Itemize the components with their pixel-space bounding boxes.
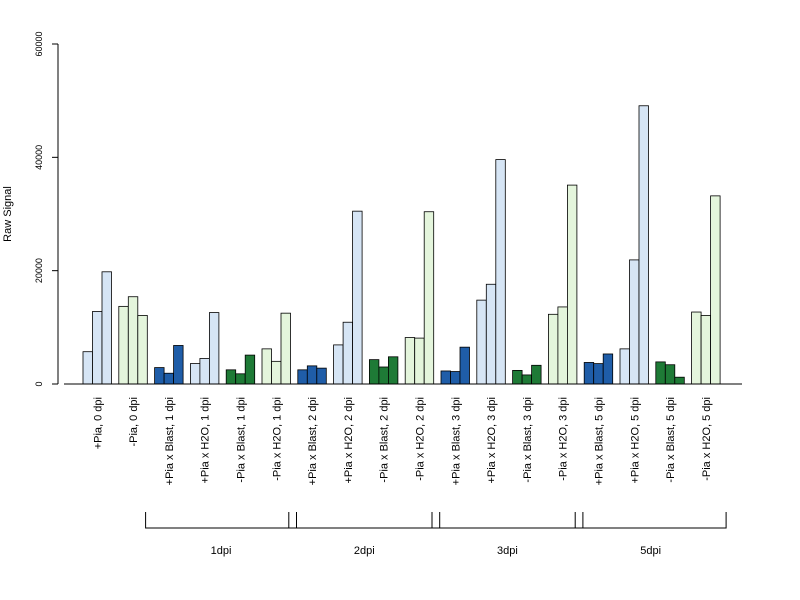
bar — [173, 345, 184, 385]
group-label: 2dpi — [354, 545, 375, 557]
category-labels: +Pia, 0 dpi -Pia, 0 dpi +Pia x Blast, 1 dp… — [92, 397, 713, 485]
category-label: -Pia x H2O, 5 dpi — [701, 397, 713, 481]
bar — [691, 311, 702, 385]
category-label: +Pia x H2O, 2 dpi — [343, 397, 355, 484]
category-label: +Pia x H2O, 1 dpi — [200, 397, 212, 484]
bar — [280, 312, 291, 385]
bar — [352, 210, 363, 385]
bar — [261, 348, 272, 385]
bar — [557, 306, 568, 385]
bar — [710, 195, 721, 385]
category-label: +Pia x Blast, 2 dpi — [307, 397, 319, 485]
group-label: 1dpi — [211, 545, 232, 557]
category-label: -Pia x H2O, 2 dpi — [414, 397, 426, 481]
bar — [459, 346, 470, 385]
bar — [521, 374, 532, 385]
bar — [199, 358, 210, 385]
bar — [450, 371, 461, 385]
bar — [700, 315, 711, 385]
bar — [225, 369, 237, 385]
bar — [189, 363, 201, 385]
bar — [583, 362, 595, 385]
bar — [101, 271, 112, 385]
bar — [316, 367, 327, 385]
bar — [333, 344, 344, 385]
bar — [342, 321, 354, 385]
bar — [387, 356, 399, 385]
bar — [137, 315, 148, 385]
y-tick-label: 20000 — [34, 258, 44, 283]
bar — [92, 311, 103, 385]
category-label: +Pia x H2O, 3 dpi — [486, 397, 498, 484]
category-label: -Pia x Blast, 5 dpi — [665, 397, 677, 483]
bar — [208, 312, 220, 385]
category-label: +Pia x Blast, 1 dpi — [164, 397, 176, 485]
bar — [271, 360, 282, 385]
bar — [368, 359, 380, 385]
bar — [440, 370, 451, 385]
group-bracket — [288, 512, 441, 529]
category-label: -Pia, 0 dpi — [128, 397, 140, 447]
bar — [655, 361, 666, 385]
bar — [404, 337, 416, 385]
y-axis: 0 20000 40000 60000 — [34, 31, 59, 387]
category-label: -Pia x H2O, 1 dpi — [271, 397, 283, 481]
bar — [664, 364, 676, 385]
bar — [163, 372, 175, 385]
bar — [82, 351, 93, 385]
category-label: -Pia x Blast, 2 dpi — [379, 397, 391, 483]
bar — [674, 376, 685, 385]
bar — [476, 299, 487, 385]
category-label: -Pia x Blast, 1 dpi — [235, 397, 247, 483]
group-brackets: 1dpi 2dpi 3dpi 5dpi — [145, 512, 727, 557]
group-bracket — [574, 512, 727, 529]
category-label: +Pia, 0 dpi — [92, 397, 104, 449]
bar — [567, 184, 578, 385]
bar — [638, 105, 649, 385]
bar — [423, 211, 435, 385]
y-tick-label: 40000 — [34, 145, 44, 170]
bar — [154, 367, 165, 385]
bar — [127, 296, 139, 385]
bars — [82, 105, 721, 385]
y-tick-label: 60000 — [34, 31, 44, 56]
bar — [548, 313, 559, 385]
bar — [118, 305, 129, 385]
group-bracket — [431, 512, 584, 529]
y-tick-label: 0 — [34, 381, 44, 386]
bar — [414, 337, 425, 385]
group-bracket — [145, 512, 297, 529]
bar — [593, 363, 604, 385]
bar — [235, 373, 246, 385]
bar — [531, 364, 542, 385]
bar — [629, 259, 640, 385]
bar — [602, 353, 614, 385]
category-label: +Pia x Blast, 3 dpi — [450, 397, 462, 485]
group-label: 3dpi — [497, 545, 518, 557]
bar — [297, 369, 308, 385]
category-label: +Pia x H2O, 5 dpi — [629, 397, 641, 484]
bar — [485, 283, 497, 385]
category-label: -Pia x Blast, 3 dpi — [522, 397, 534, 483]
bar — [244, 354, 256, 385]
bar — [495, 159, 506, 385]
bar — [378, 366, 389, 385]
group-label: 5dpi — [640, 545, 661, 557]
bar — [306, 365, 318, 385]
bar — [619, 348, 630, 385]
y-axis-title: Raw Signal — [2, 186, 14, 242]
bar — [512, 369, 523, 385]
category-label: -Pia x H2O, 3 dpi — [558, 397, 570, 481]
category-label: +Pia x Blast, 5 dpi — [593, 397, 605, 485]
